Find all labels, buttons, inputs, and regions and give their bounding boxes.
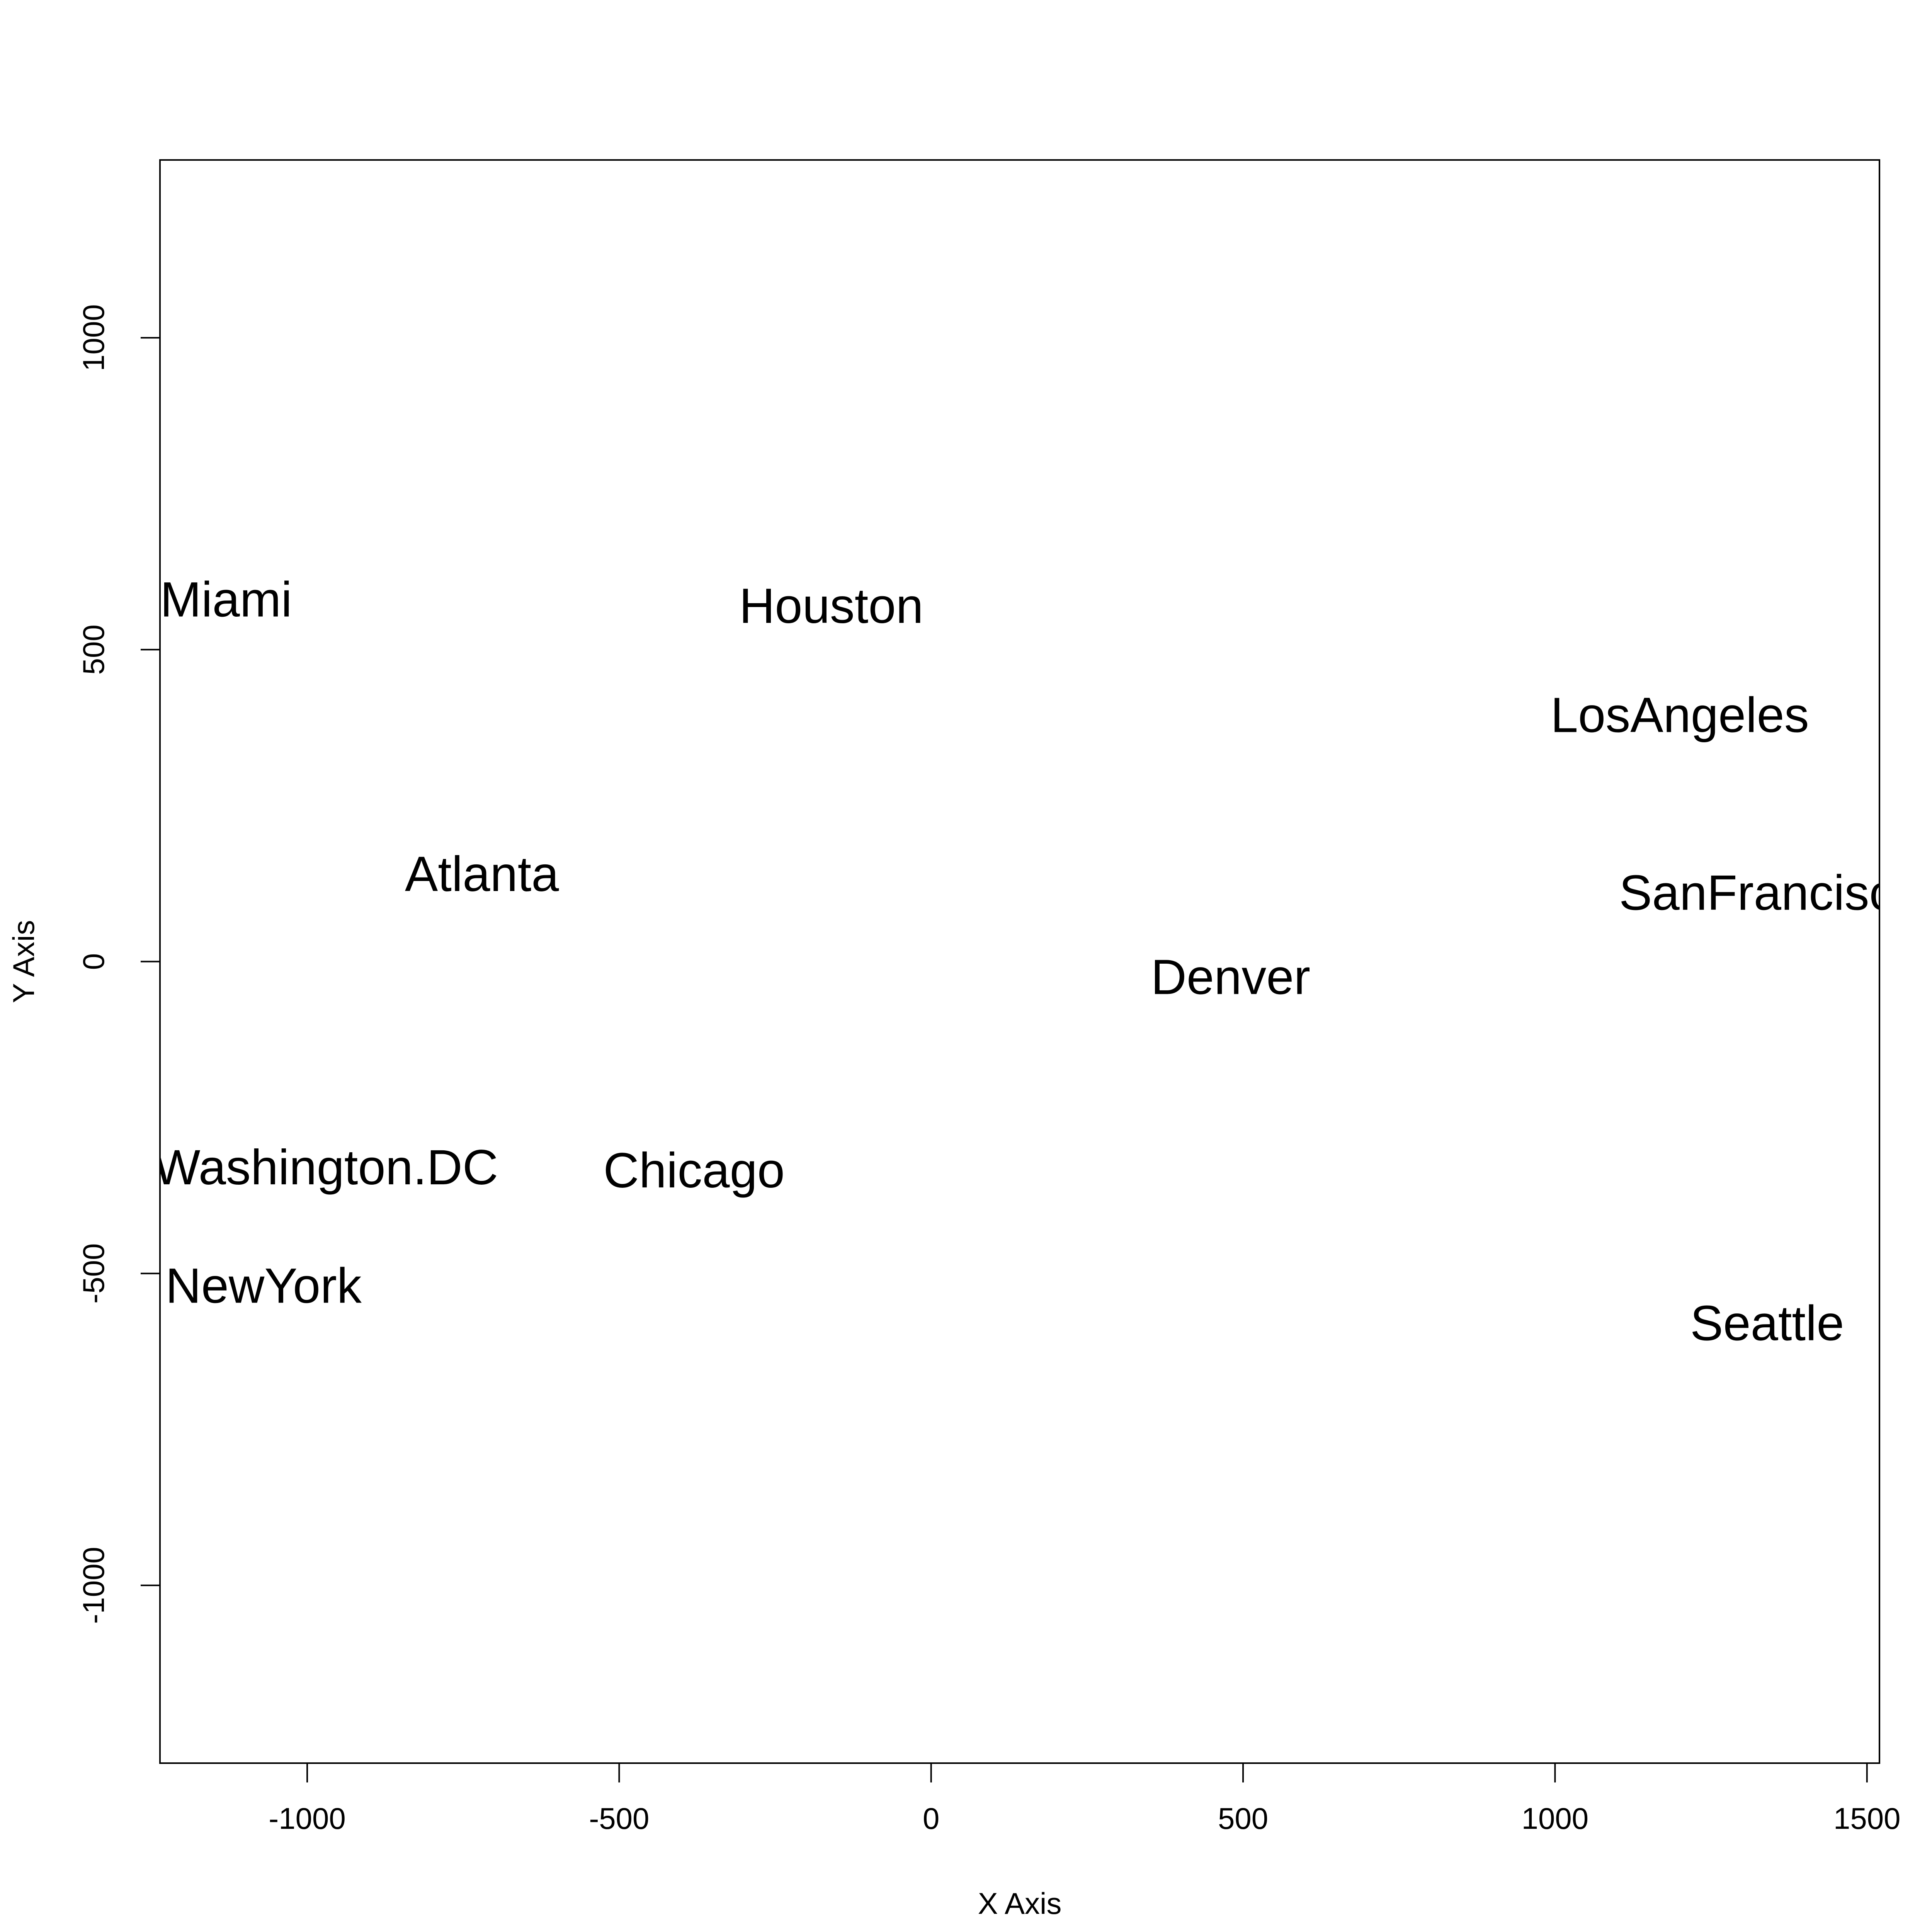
x-tick-label: 1500 [1833,1801,1901,1835]
point-label-houston: Houston [739,578,923,634]
x-tick-label: 0 [923,1801,939,1835]
plot-frame [159,159,1880,1764]
y-axis-title: Y Axis [7,920,41,1003]
point-label-chicago: Chicago [603,1143,785,1198]
y-tick-label: -1000 [77,1547,111,1624]
y-tick-label: 1000 [77,304,111,371]
point-label-denver: Denver [1151,949,1310,1005]
y-tick-label: -500 [77,1243,111,1304]
point-label-atlanta: Atlanta [405,847,559,902]
point-label-newyork: NewYork [165,1258,362,1313]
x-tick-label: 500 [1218,1801,1268,1835]
y-tick-label: 0 [77,953,111,970]
point-label-sanfrancisco: SanFrancisco [1619,865,1922,920]
y-tick-label: 500 [77,624,111,675]
point-label-miami: Miami [160,572,292,628]
data-labels: Miami Houston LosAngeles Atlanta SanFrancisc… [154,572,1922,1351]
point-label-washington-dc: Washington.DC [154,1140,498,1195]
x-tick-label: -500 [589,1801,649,1835]
x-tick-label: -1000 [269,1801,346,1835]
x-tick-label: 1000 [1522,1801,1589,1835]
axes: -1000 -500 0 500 1000 1500 -1000 -500 0 500 1000 X … [7,159,1901,1920]
point-label-seattle: Seattle [1690,1296,1844,1351]
point-label-losangeles: LosAngeles [1551,687,1809,743]
x-axis-title: X Axis [978,1886,1062,1920]
